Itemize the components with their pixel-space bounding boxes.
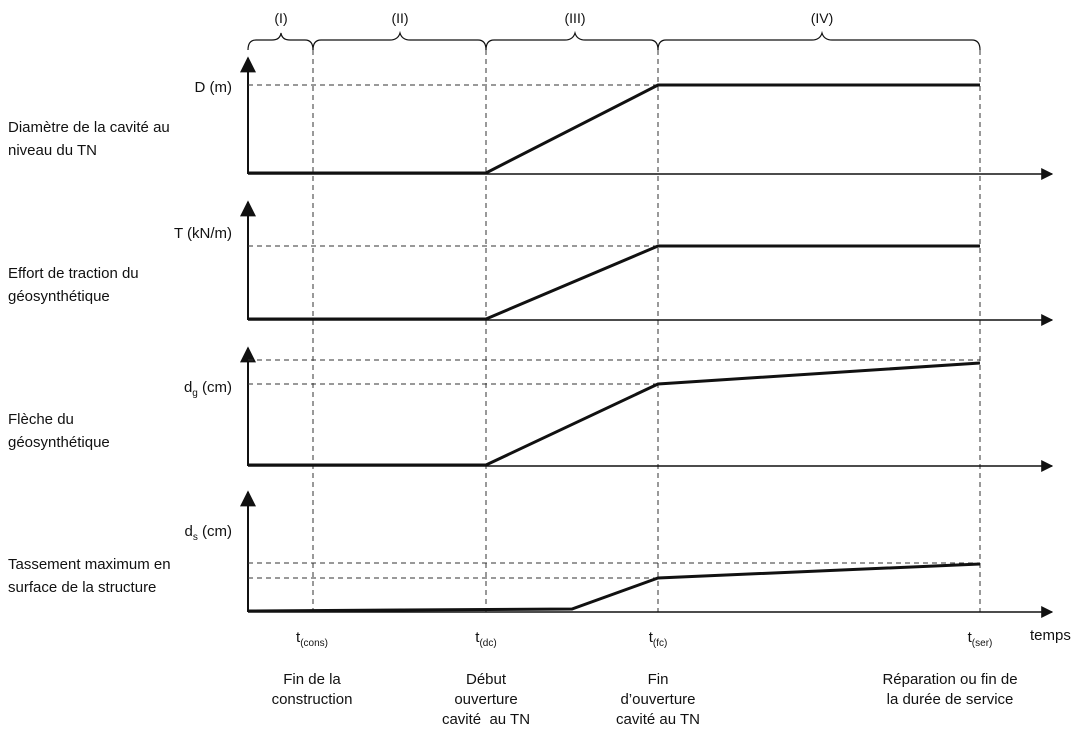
panel-1-unit: D (m) [195,79,233,96]
caption-t-fc-line-3: cavité au TN [616,711,700,728]
time-axis-label: temps [1030,627,1071,644]
panel-diameter: D (m) Diamètre de la cavité au niveau du… [8,56,1054,180]
tick-label-t-cons: t(cons) [296,629,328,649]
caption-t-ser-line-1: Réparation ou fin de [882,671,1017,688]
panel-4-description-line-2: surface de la structure [8,579,156,596]
panel-2-description-line-2: géosynthétique [8,288,110,305]
panel-3-description-line-1: Flèche du [8,411,74,428]
caption-t-dc-line-2: ouverture [454,691,517,708]
panel-4-description-line-1: Tassement maximum en [8,556,171,573]
caption-t-fc-line-1: Fin [648,671,669,688]
panel-3-description-line-2: géosynthétique [8,434,110,451]
caption-t-fc-line-2: d’ouverture [620,691,695,708]
caption-t-cons-line-1: Fin de la [283,671,341,688]
caption-t-ser-line-2: la durée de service [887,691,1014,708]
phase-brace-4 [657,30,981,51]
phase-braces [247,30,981,51]
phase-label-3: (III) [565,10,586,26]
caption-t-dc-line-1: Début [466,671,507,688]
phase-brace-1 [247,32,314,51]
panel-3-unit: dg (cm) [184,379,232,399]
panel-deflection: dg (cm) Flèche du géosynthétique [8,346,1054,472]
panel-2-unit: T (kN/m) [174,225,232,242]
panel-traction: T (kN/m) Effort de traction du géosynthé… [8,200,1054,326]
panel-1-description-line-1: Diamètre de la cavité au [8,119,170,136]
tick-label-t-ser: t(ser) [968,629,993,649]
panel-1-curve [248,83,980,175]
phase-brace-2 [312,30,487,51]
phase-brace-3 [485,30,659,51]
phase-label-1: (I) [274,10,287,26]
panel-3-curve [248,361,981,467]
tick-label-t-dc: t(dc) [475,629,496,649]
tick-label-t-fc: t(fc) [649,629,668,649]
panel-4-curve [247,562,981,613]
time-gridlines [312,50,981,612]
panel-4-unit: ds (cm) [185,523,233,543]
phase-label-2: (II) [391,10,408,26]
panel-settlement: ds (cm) Tassement maximum en surface de … [8,490,1054,618]
panel-2-description-line-1: Effort de traction du [8,265,139,282]
caption-t-dc-line-3: cavité au TN [442,711,530,728]
phase-label-4: (IV) [811,10,834,26]
panel-2-curve [248,244,980,321]
caption-t-cons-line-2: construction [272,691,353,708]
panel-1-description-line-2: niveau du TN [8,142,97,159]
